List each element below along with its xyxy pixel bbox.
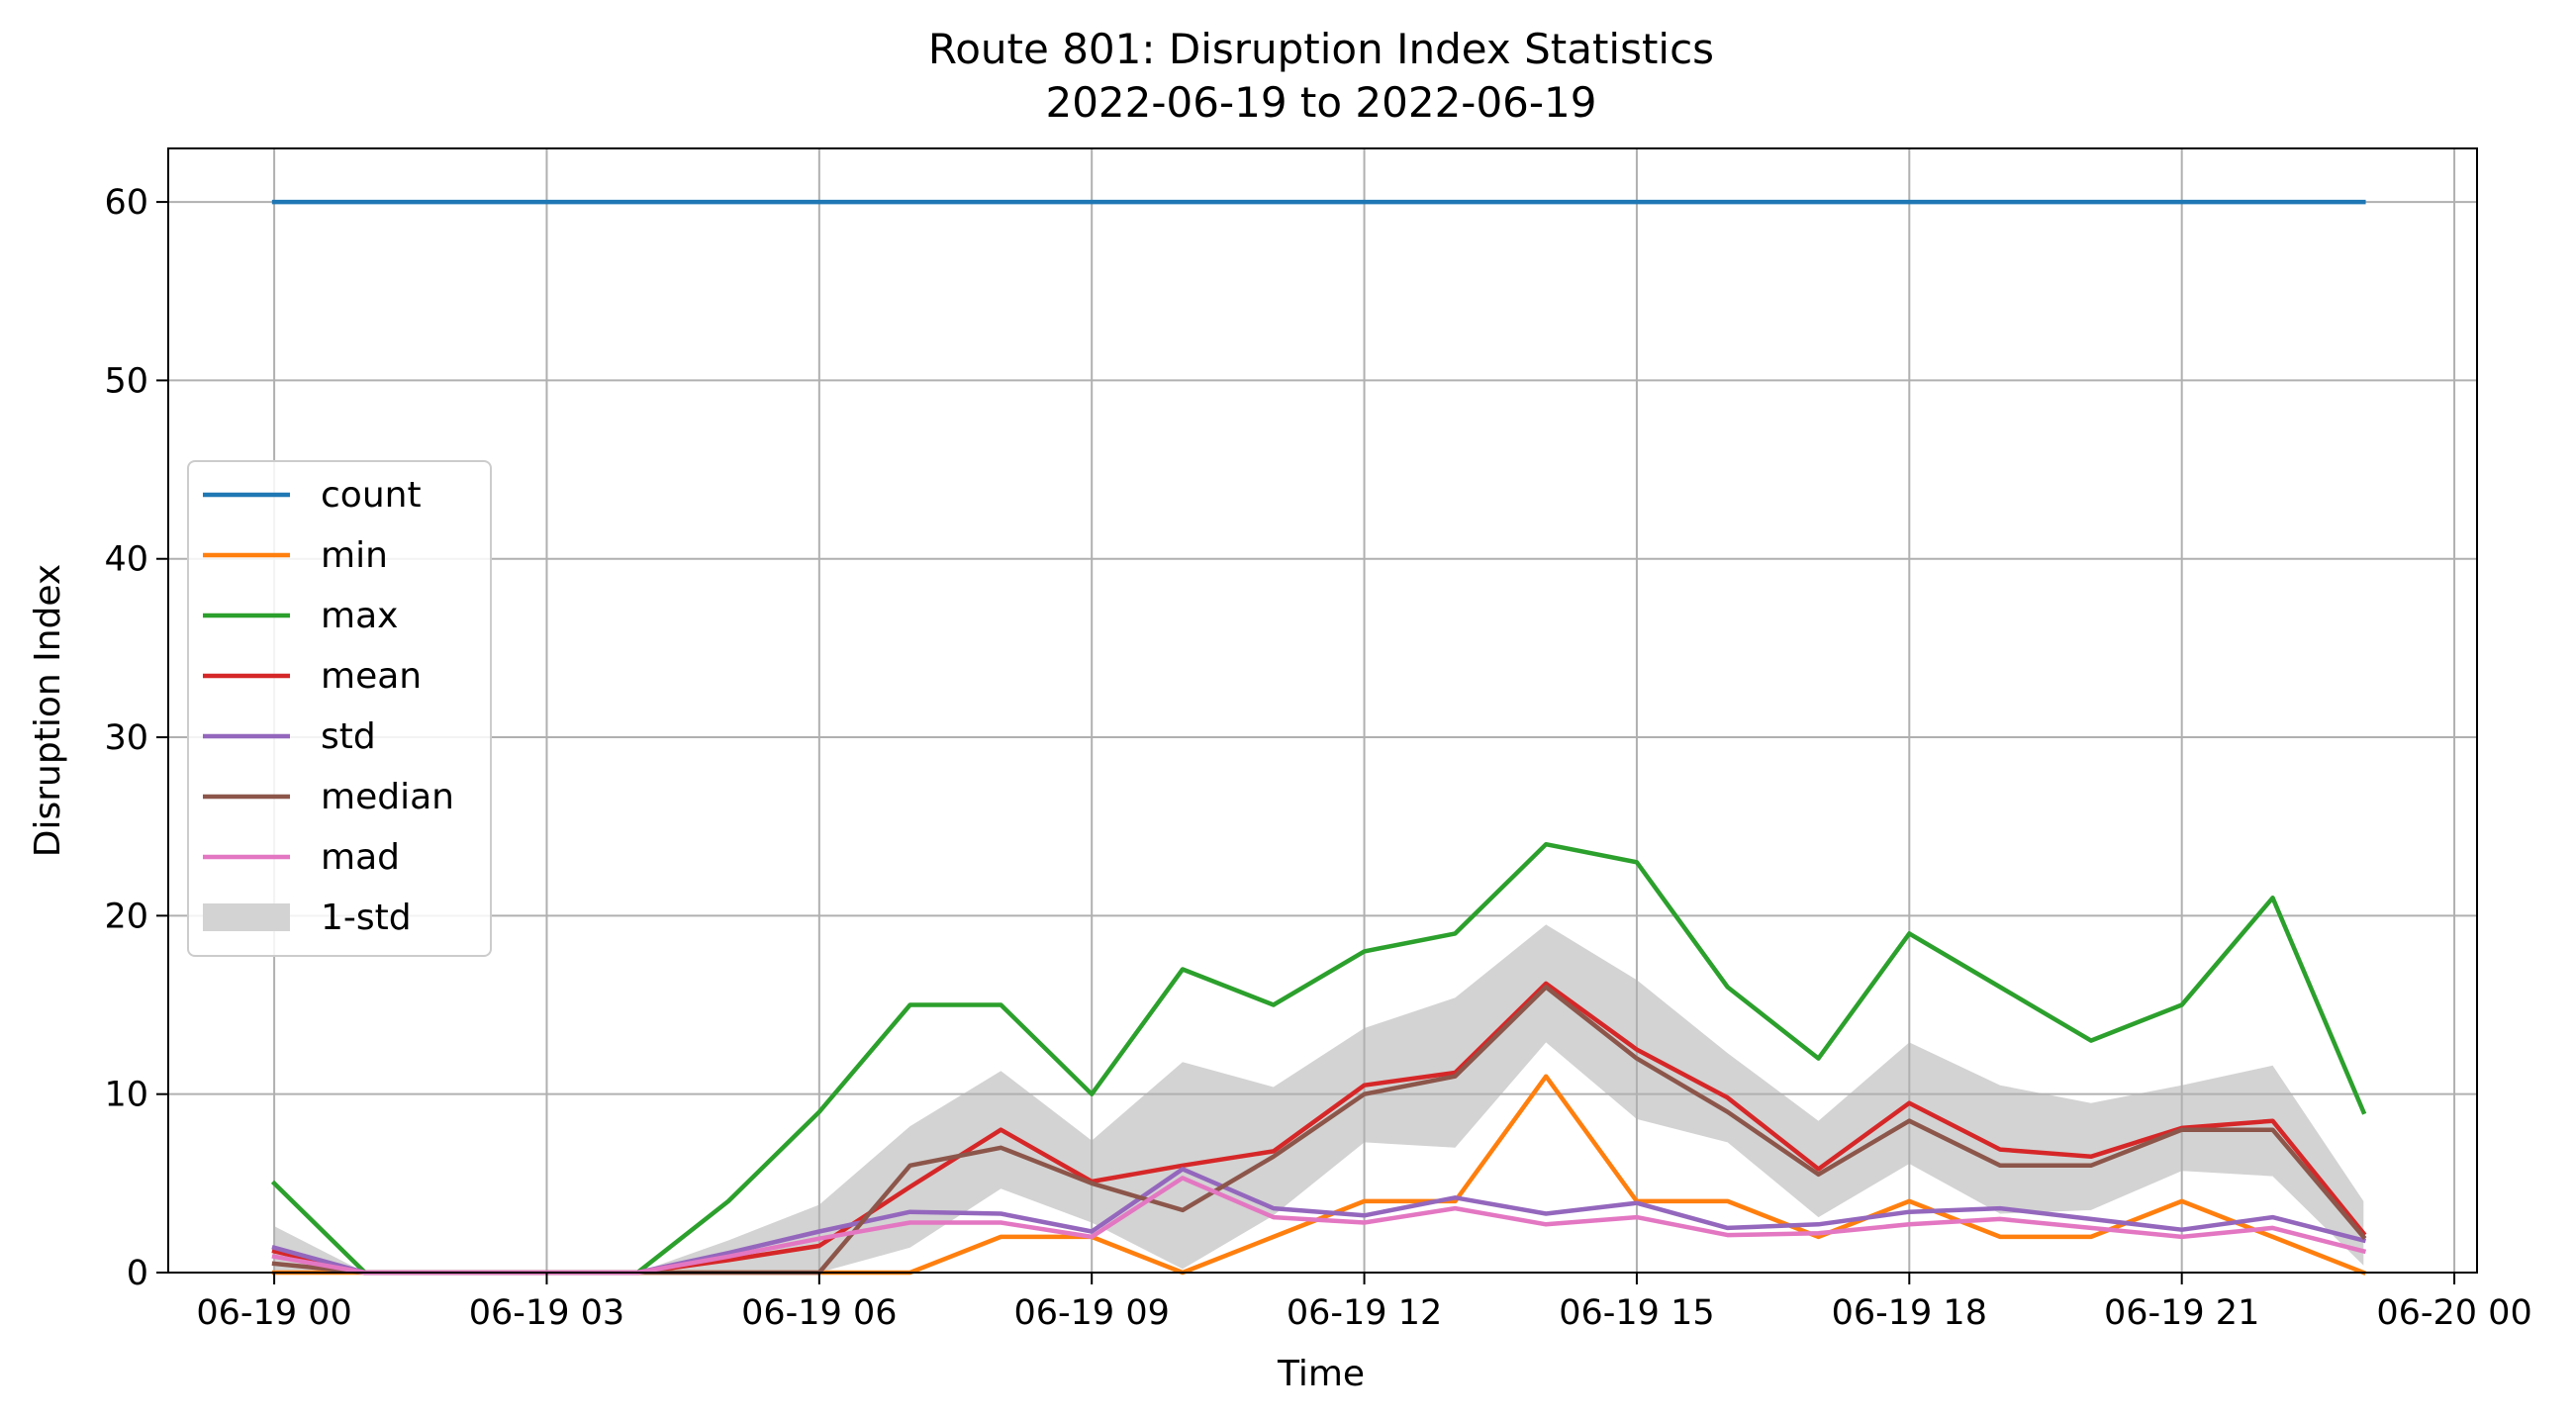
x-tick-label: 06-19 18	[1832, 1293, 1987, 1333]
chart-title: Route 801: Disruption Index Statistics	[928, 25, 1714, 73]
band-1-std	[274, 924, 2364, 1273]
legend-label-1-std: 1-std	[321, 898, 412, 938]
legend-label-count: count	[321, 475, 422, 516]
x-tick-label: 06-19 09	[1014, 1293, 1170, 1333]
plot-frame	[167, 147, 2478, 1274]
legend-label-max: max	[321, 596, 398, 636]
y-tick-label: 10	[104, 1076, 148, 1115]
y-tick-label: 20	[104, 897, 148, 936]
y-tick-label: 0	[127, 1254, 148, 1293]
x-tick-label: 06-19 06	[741, 1293, 897, 1333]
chart-subtitle: 2022-06-19 to 2022-06-19	[1045, 78, 1596, 127]
legend-items: count min max mean std median mad 1-std	[203, 475, 454, 938]
plot-area	[167, 147, 2478, 1276]
y-tick-label: 30	[104, 718, 148, 758]
x-tick-label: 06-19 12	[1287, 1293, 1442, 1333]
legend-label-mean: mean	[321, 656, 422, 697]
legend-box	[187, 460, 492, 957]
x-tick-label: 06-19 00	[196, 1293, 351, 1333]
legend-label-min: min	[321, 535, 388, 576]
y-axis: 0 10 20 30 40 50 60	[104, 183, 168, 1293]
x-axis-label: Time	[1277, 1354, 1365, 1394]
legend-label-std: std	[321, 716, 376, 757]
x-tick-label: 06-20 00	[2376, 1293, 2531, 1333]
legend-label-median: median	[321, 777, 454, 817]
y-tick-label: 50	[104, 361, 148, 401]
x-axis: 06-19 00 06-19 03 06-19 06 06-19 09 06-19 12…	[196, 1273, 2532, 1333]
legend: count min max mean std median mad 1-std	[187, 460, 492, 957]
legend-swatch-1-std	[203, 903, 290, 931]
y-tick-label: 40	[104, 540, 148, 580]
y-tick-label: 60	[104, 183, 148, 223]
x-tick-label: 06-19 03	[469, 1293, 624, 1333]
legend-label-mad: mad	[321, 837, 400, 878]
x-tick-label: 06-19 21	[2104, 1293, 2259, 1333]
x-tick-label: 06-19 15	[1559, 1293, 1714, 1333]
band-layer	[274, 924, 2364, 1273]
y-axis-label: Disruption Index	[28, 564, 68, 857]
